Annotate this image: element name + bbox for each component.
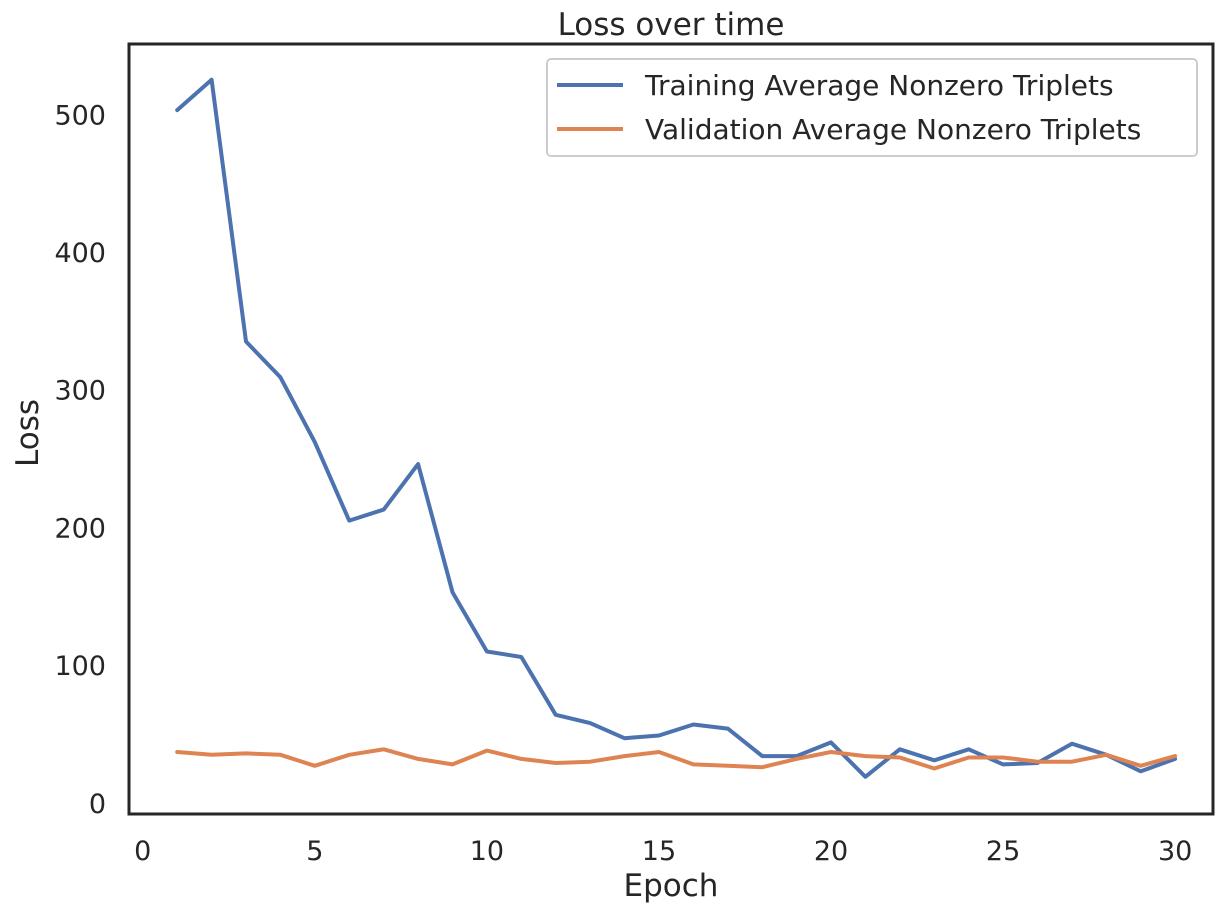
series-line-training — [175, 77, 1178, 779]
y-tick-label: 500 — [54, 100, 106, 131]
x-tick-label: 25 — [986, 836, 1020, 867]
legend: Training Average Nonzero Triplets Validat… — [546, 58, 1198, 157]
legend-box — [546, 58, 1198, 157]
plot-frame — [127, 42, 1215, 816]
x-tick-label: 15 — [642, 836, 676, 867]
series-line-validation — [175, 747, 1178, 771]
y-tick-label: 300 — [54, 376, 106, 407]
y-tick-label: 0 — [89, 789, 106, 820]
legend-label: Training Average Nonzero Triplets — [644, 69, 1114, 102]
y-tick-label: 400 — [54, 238, 106, 269]
legend-label: Validation Average Nonzero Triplets — [645, 113, 1141, 146]
x-tick-label: 5 — [306, 836, 323, 867]
x-tick-label: 10 — [470, 836, 504, 867]
plot-marks — [175, 77, 1178, 779]
x-tick-label: 0 — [134, 836, 151, 867]
x-tick-label: 20 — [814, 836, 848, 867]
y-tick-label: 200 — [54, 513, 106, 544]
y-tick-label: 100 — [54, 651, 106, 682]
x-axis-title: Epoch — [624, 868, 719, 904]
chart-title: Loss over time — [558, 7, 785, 43]
x-tick-label: 30 — [1158, 836, 1192, 867]
y-axis-title: Loss — [10, 399, 46, 467]
